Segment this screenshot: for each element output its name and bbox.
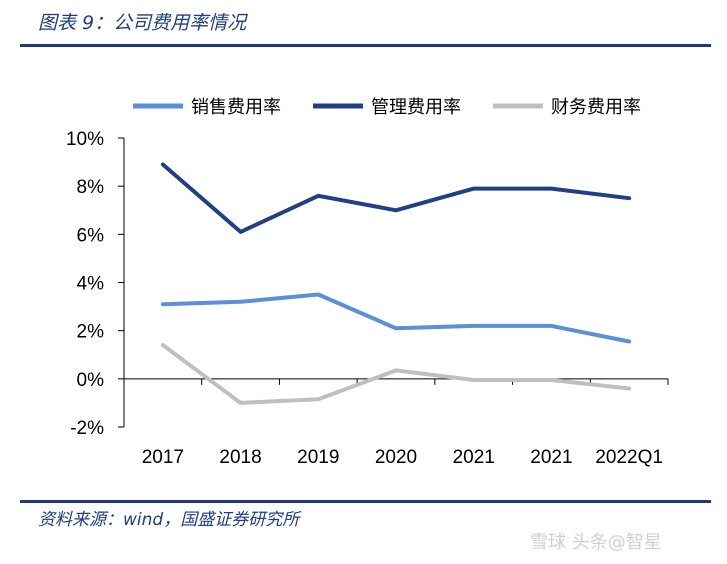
bottom-rule [20, 500, 711, 503]
legend-label: 管理费用率 [371, 97, 461, 118]
series-line-1 [160, 292, 632, 344]
source-note: 资料来源：wind，国盛证券研究所 [38, 510, 300, 530]
legend-label: 财务费用率 [551, 97, 641, 118]
x-tick-label: 2020 [375, 447, 417, 468]
y-tick-label: 6% [77, 225, 105, 246]
figure-title: 图表 9：公司费用率情况 [38, 12, 247, 34]
y-tick-label: 10% [66, 129, 104, 150]
y-tick-label: -2% [70, 418, 104, 439]
y-tick-label: 4% [77, 274, 105, 295]
series-line-3 [160, 343, 632, 405]
y-tick-label: 8% [77, 177, 105, 198]
watermark: 雪球 头条@智星 [530, 532, 662, 553]
expense-ratio-chart: 销售费用率 管理费用率 财务费用率 -2% 0% 2% 4% 6% 8% 10% 2017 2018… [66, 97, 669, 468]
x-tick-label: 2022Q1 [595, 447, 663, 468]
x-tick-label: 2018 [219, 447, 261, 468]
y-tick-label: 0% [77, 370, 105, 391]
legend: 销售费用率 管理费用率 财务费用率 [133, 97, 641, 118]
axes: -2% 0% 2% 4% 6% 8% 10% 2017 2018 2019 2020 2021 2021… [66, 129, 669, 468]
x-tick-label: 2021 [453, 447, 495, 468]
top-rule [20, 44, 711, 47]
y-tick-label: 2% [77, 322, 105, 343]
x-tick-label: 2021 [530, 447, 572, 468]
series-group [160, 162, 632, 405]
x-tick-label: 2017 [142, 447, 184, 468]
legend-label: 销售费用率 [191, 97, 281, 118]
series-line-2 [160, 162, 632, 234]
x-tick-label: 2019 [297, 447, 339, 468]
